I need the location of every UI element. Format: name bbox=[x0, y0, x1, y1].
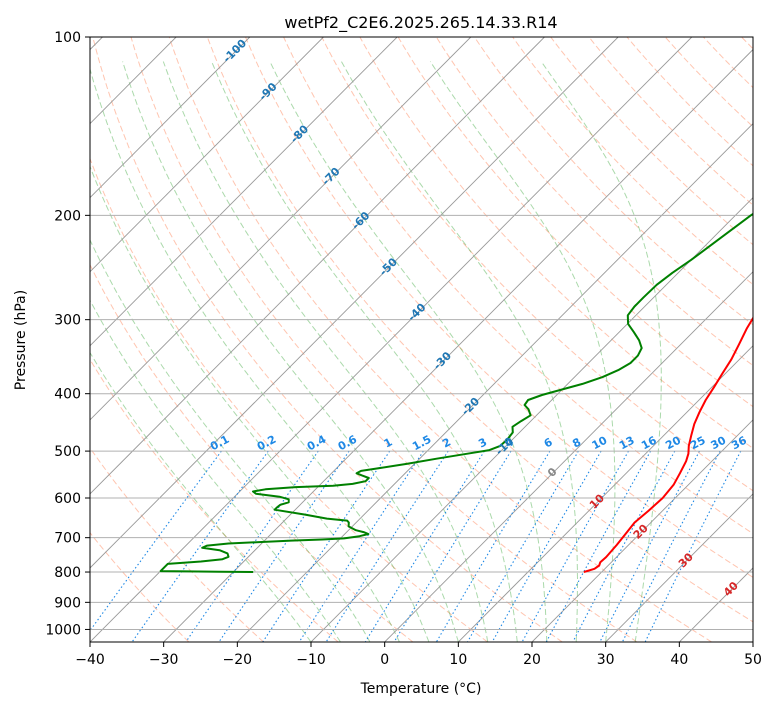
y-tick-label: 900 bbox=[54, 595, 81, 611]
x-tick-label: 0 bbox=[380, 652, 389, 668]
dry-adiabat bbox=[206, 37, 753, 623]
mixing-ratio-line bbox=[621, 450, 721, 642]
y-tick-label: 300 bbox=[54, 313, 81, 329]
mixing-ratio-line bbox=[572, 450, 676, 642]
x-tick-label: 40 bbox=[670, 652, 688, 668]
y-tick-label: 700 bbox=[54, 531, 81, 547]
isotherm bbox=[531, 419, 753, 642]
plot-area bbox=[90, 37, 753, 642]
x-axis-label: Temperature (°C) bbox=[360, 681, 482, 697]
mixing-ratio-line bbox=[364, 450, 485, 642]
isotherm bbox=[90, 37, 693, 642]
x-tick-label: 20 bbox=[523, 652, 541, 668]
isotherm bbox=[384, 271, 753, 642]
axes: −40 −30 −20 −10 0 10 20 30 40 50 100 200 300 400 500 60… bbox=[45, 30, 762, 668]
moist-adiabat bbox=[211, 61, 518, 642]
mixing-ratio-line bbox=[218, 450, 350, 642]
mixing-ratio-line bbox=[599, 450, 700, 642]
y-tick-label: 500 bbox=[54, 444, 81, 460]
x-tick-label: 50 bbox=[744, 652, 762, 668]
moist-adiabat bbox=[429, 61, 616, 642]
isotherm bbox=[605, 493, 753, 642]
moist-adiabat bbox=[90, 67, 430, 642]
isotherm bbox=[237, 122, 753, 642]
moist-adiabat bbox=[162, 61, 489, 642]
temperature-line bbox=[583, 316, 753, 573]
mixing-ratio-line bbox=[131, 450, 269, 642]
y-tick-label: 400 bbox=[54, 387, 81, 403]
dry-adiabat bbox=[90, 358, 339, 642]
moist-adiabat bbox=[340, 61, 578, 642]
mixing-ratio-label: 16 bbox=[639, 434, 659, 453]
y-tick-label: 100 bbox=[54, 30, 81, 46]
mixing-ratio-label: 13 bbox=[617, 434, 637, 453]
moist-adiabat bbox=[90, 238, 371, 642]
mixing-ratio-line bbox=[262, 450, 391, 642]
profile-series bbox=[159, 212, 753, 573]
dry-adiabat bbox=[435, 37, 753, 367]
x-tick-label: 30 bbox=[597, 652, 615, 668]
mixing-ratio-line bbox=[644, 450, 742, 642]
x-tick-label: −20 bbox=[223, 652, 253, 668]
mixing-ratio-line bbox=[545, 450, 652, 642]
dry-adiabat bbox=[321, 37, 753, 492]
dry-adiabat bbox=[245, 37, 753, 578]
y-tick-label: 600 bbox=[54, 491, 81, 507]
isotherm bbox=[90, 37, 324, 273]
x-tick-label: −40 bbox=[75, 652, 105, 668]
isotherm bbox=[90, 37, 398, 347]
plot-frame bbox=[89, 36, 754, 643]
dry-adiabat bbox=[90, 531, 190, 642]
moist-adiabat bbox=[540, 61, 662, 642]
dry-adiabat bbox=[92, 37, 563, 642]
x-tick-label: −30 bbox=[149, 652, 179, 668]
isotherm bbox=[90, 37, 251, 199]
mixing-ratio-line bbox=[491, 450, 602, 642]
isotherm bbox=[90, 37, 619, 569]
moist-adiabat bbox=[90, 299, 341, 642]
dry-adiabat bbox=[168, 37, 712, 642]
mixing-ratio-label: 25 bbox=[688, 434, 708, 453]
mixing-ratio-line bbox=[393, 450, 512, 642]
mixing-ratio-label: 10 bbox=[590, 433, 610, 452]
y-axis-label: Pressure (hPa) bbox=[13, 290, 29, 390]
mixing-ratio-line bbox=[185, 450, 319, 642]
isotherm bbox=[458, 345, 753, 642]
dry-adiabat bbox=[397, 37, 753, 408]
y-tick-label: 1000 bbox=[45, 622, 81, 638]
mixing-ratio-label: 20 bbox=[663, 434, 683, 453]
isotherm bbox=[310, 197, 753, 642]
y-tick-label: 200 bbox=[54, 208, 81, 224]
reference-lines bbox=[90, 37, 753, 642]
chart-title: wetPf2_C2E6.2025.265.14.33.R14 bbox=[284, 13, 557, 33]
dry-adiabat bbox=[130, 37, 638, 642]
isotherm bbox=[90, 37, 545, 495]
mixing-ratio-label: 30 bbox=[709, 434, 729, 453]
x-tick-label: 10 bbox=[449, 652, 467, 668]
dry-adiabat bbox=[283, 37, 753, 535]
dewpoint-line bbox=[159, 212, 753, 573]
moist-adiabat bbox=[269, 61, 548, 642]
mixing-ratio-label: 36 bbox=[729, 434, 749, 453]
x-tick-label: −10 bbox=[296, 652, 326, 668]
y-tick-label: 800 bbox=[54, 565, 81, 581]
isotherm bbox=[90, 37, 472, 421]
moist-adiabat bbox=[90, 165, 400, 642]
